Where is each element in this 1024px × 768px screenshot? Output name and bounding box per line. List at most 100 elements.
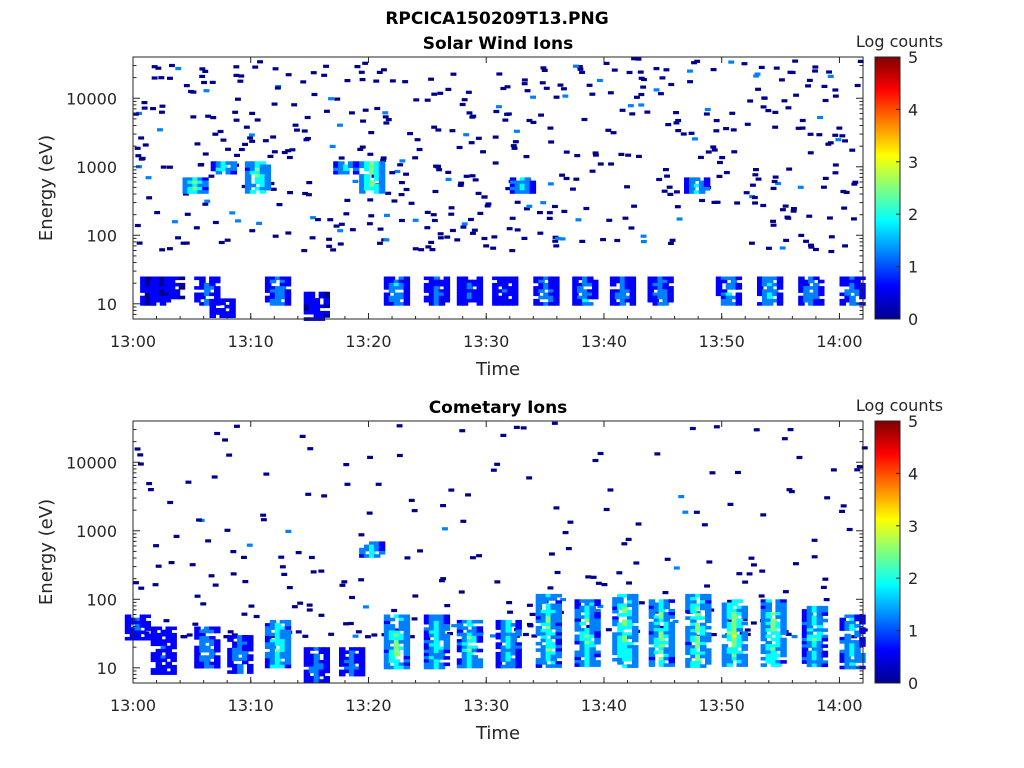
feature-cell bbox=[662, 298, 669, 303]
feature-cell bbox=[780, 618, 787, 623]
feature-cell bbox=[352, 167, 360, 172]
feature-cell bbox=[535, 593, 543, 598]
feature-cell bbox=[204, 626, 211, 631]
noise-cell bbox=[242, 580, 249, 584]
feature-cell bbox=[811, 634, 819, 639]
feature-cell bbox=[668, 628, 675, 632]
feature-cell bbox=[199, 282, 206, 287]
feature-column bbox=[471, 279, 479, 303]
feature-cell bbox=[158, 292, 166, 297]
noise-cell bbox=[431, 125, 438, 129]
feature-cell bbox=[168, 295, 176, 300]
feature-cell bbox=[741, 608, 748, 613]
feature-cell bbox=[244, 167, 252, 172]
feature-cell bbox=[589, 602, 596, 607]
feature-cell bbox=[715, 276, 723, 281]
feature-cell bbox=[818, 289, 825, 293]
noise-cell bbox=[412, 247, 419, 251]
feature-cell bbox=[587, 289, 594, 293]
noise-cell bbox=[842, 139, 848, 143]
feature-cell bbox=[731, 618, 739, 623]
feature-cell bbox=[358, 663, 366, 667]
noise-cell bbox=[349, 595, 355, 600]
feature-cell bbox=[403, 627, 411, 631]
noise-cell bbox=[654, 452, 661, 456]
feature-column bbox=[274, 623, 282, 669]
feature-cell bbox=[668, 653, 675, 658]
feature-cell bbox=[574, 605, 581, 610]
feature-cell bbox=[383, 295, 391, 300]
feature-cell bbox=[594, 599, 601, 603]
feature-cell bbox=[589, 660, 596, 664]
feature-cell bbox=[423, 620, 431, 625]
feature-cell bbox=[165, 639, 172, 643]
feature-cell bbox=[844, 652, 851, 657]
noise-cell bbox=[324, 109, 330, 113]
feature-cell bbox=[254, 177, 262, 181]
feature-cell bbox=[622, 654, 629, 659]
feature-column bbox=[803, 279, 810, 303]
noise-cell bbox=[306, 193, 312, 197]
noise-cell bbox=[694, 59, 701, 63]
noise-cell bbox=[274, 86, 281, 90]
feature-cell bbox=[801, 609, 809, 613]
feature-cell bbox=[629, 295, 637, 300]
feature-cell bbox=[158, 286, 166, 290]
feature-cell bbox=[806, 653, 814, 658]
feature-cell bbox=[617, 638, 624, 643]
feature-cell bbox=[760, 631, 768, 635]
feature-cell bbox=[279, 639, 287, 643]
feature-cell bbox=[648, 624, 656, 629]
feature-cell bbox=[423, 276, 431, 281]
feature-cell bbox=[232, 651, 239, 655]
feature-cell bbox=[403, 665, 411, 670]
feature-column bbox=[720, 276, 728, 306]
feature-cell bbox=[333, 167, 340, 172]
feature-cell bbox=[657, 302, 664, 306]
feature-cell bbox=[617, 661, 624, 665]
noise-cell bbox=[231, 633, 238, 637]
feature-cell bbox=[373, 183, 381, 188]
feature-column bbox=[308, 647, 316, 683]
feature-cell bbox=[393, 279, 401, 284]
noise-cell bbox=[546, 211, 553, 215]
noise-cell bbox=[136, 241, 143, 245]
feature-cell bbox=[627, 619, 634, 624]
feature-cell bbox=[269, 292, 277, 297]
noise-cell bbox=[786, 488, 793, 492]
feature-cell bbox=[662, 289, 669, 293]
noise-cell bbox=[241, 612, 248, 616]
noise-cell bbox=[629, 112, 636, 116]
noise-cell bbox=[456, 145, 463, 150]
feature-cell bbox=[194, 652, 201, 656]
noise-cell bbox=[633, 561, 640, 565]
feature-cell bbox=[589, 640, 596, 645]
feature-cell bbox=[393, 292, 401, 297]
feature-cell bbox=[859, 640, 866, 644]
feature-column bbox=[134, 617, 142, 641]
colorbar-tick-label: 4 bbox=[908, 100, 918, 119]
feature-column bbox=[658, 599, 666, 667]
feature-cell bbox=[821, 663, 829, 668]
feature-cell bbox=[515, 623, 522, 627]
feature-cell bbox=[859, 614, 866, 619]
noise-cell bbox=[510, 144, 517, 148]
feature-cell bbox=[844, 289, 851, 293]
feature-cell bbox=[780, 621, 787, 626]
noise-cell bbox=[539, 81, 546, 85]
feature-cell bbox=[582, 295, 589, 300]
feature-cell bbox=[550, 661, 557, 665]
feature-column bbox=[587, 276, 594, 306]
feature-cell bbox=[163, 286, 171, 290]
feature-cell bbox=[808, 286, 815, 290]
feature-cell bbox=[204, 639, 211, 643]
feature-cell bbox=[535, 648, 543, 652]
noise-cell bbox=[748, 556, 755, 560]
feature-cell bbox=[766, 276, 774, 281]
noise-cell bbox=[622, 216, 629, 220]
feature-cell bbox=[194, 626, 201, 631]
feature-cell bbox=[438, 627, 446, 631]
feature-cell bbox=[667, 292, 674, 297]
noise-cell bbox=[663, 168, 669, 172]
feature-cell bbox=[279, 629, 287, 634]
